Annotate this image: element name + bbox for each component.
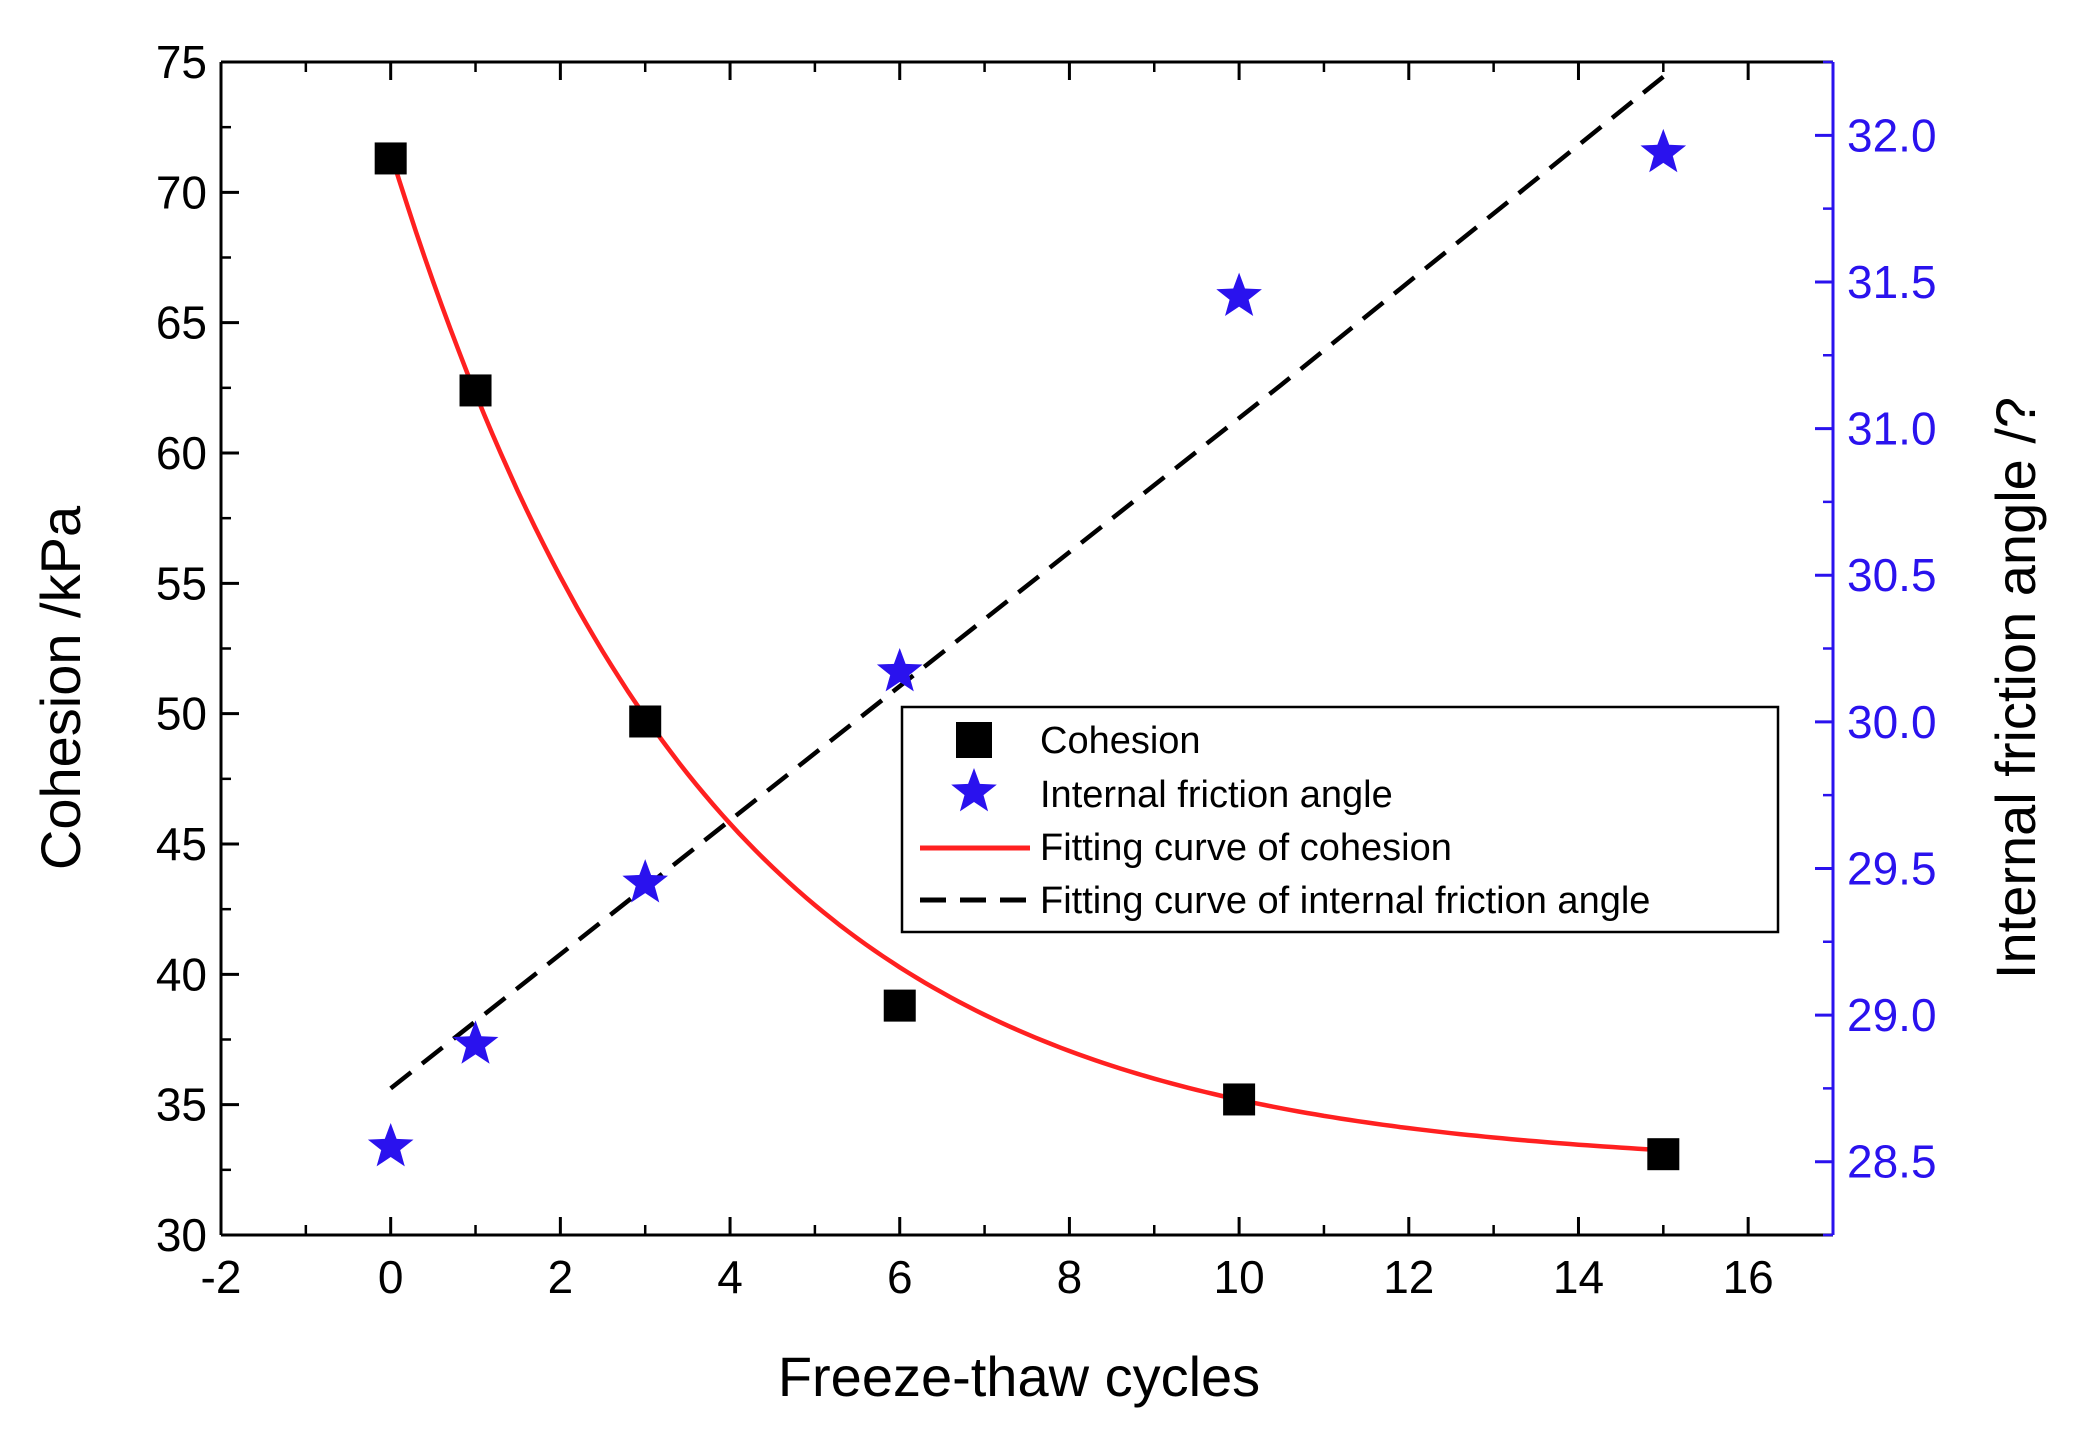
y-right-tick-label: 30.5 bbox=[1847, 549, 1937, 601]
cohesion-point bbox=[629, 705, 662, 738]
legend: Cohesion Internal friction angle Fitting… bbox=[900, 705, 1780, 934]
x-axis-title: Freeze-thaw cycles bbox=[778, 1345, 1260, 1408]
y-left-tick-label: 50 bbox=[156, 688, 207, 740]
x-tick-label: -2 bbox=[201, 1251, 242, 1303]
x-tick-label: 6 bbox=[887, 1251, 913, 1303]
cohesion-point bbox=[1647, 1138, 1680, 1171]
y-axis-left-title: Cohesion /kPa bbox=[29, 505, 92, 870]
y-left-tick-label: 65 bbox=[156, 297, 207, 349]
legend-marker-friction-angle bbox=[951, 768, 997, 812]
friction-angle-point bbox=[1640, 128, 1687, 173]
friction-angle-point bbox=[1216, 272, 1262, 316]
y-right-tick-label: 28.5 bbox=[1847, 1136, 1937, 1188]
x-tick-label: 16 bbox=[1723, 1251, 1774, 1303]
cohesion-fit-line bbox=[388, 152, 1664, 1153]
friction-angle-point bbox=[876, 648, 923, 692]
y-left-tick-label: 45 bbox=[156, 818, 207, 870]
friction-angle-point bbox=[622, 859, 668, 903]
friction-angle-point bbox=[452, 1020, 499, 1064]
data-marks bbox=[367, 74, 1687, 1171]
x-tick-label: 8 bbox=[1057, 1251, 1083, 1303]
x-tick-label: 10 bbox=[1214, 1251, 1265, 1303]
y-right-tick-label: 29.0 bbox=[1847, 989, 1937, 1041]
legend-label-cohesion: Cohesion bbox=[1040, 720, 1201, 762]
y-left-tick-label: 35 bbox=[156, 1079, 207, 1131]
y-left-tick-label: 75 bbox=[156, 36, 207, 88]
y-right-tick-label: 29.5 bbox=[1847, 842, 1937, 894]
x-tick-label: 2 bbox=[548, 1251, 574, 1303]
legend-label-friction-angle: Internal friction angle bbox=[1040, 774, 1393, 816]
x-tick-label: 12 bbox=[1383, 1251, 1434, 1303]
legend-marker-cohesion bbox=[956, 722, 992, 758]
cohesion-point bbox=[1223, 1083, 1256, 1116]
legend-label-cohesion-fit: Fitting curve of cohesion bbox=[1040, 827, 1452, 869]
y-right-tick-label: 31.0 bbox=[1847, 403, 1937, 455]
legend-box bbox=[900, 705, 1780, 934]
cohesion-point bbox=[883, 989, 916, 1022]
cohesion-point bbox=[374, 142, 407, 175]
cohesion-point bbox=[459, 374, 492, 407]
axes: -2 0 2 4 6 8 10 12 14 16 30 35 40 45 50 55 60 65 70 75 28.5 2… bbox=[156, 36, 1937, 1303]
y-left-tick-label: 55 bbox=[156, 557, 207, 609]
friction-angle-fit-line bbox=[389, 74, 1665, 1091]
x-tick-label: 0 bbox=[378, 1251, 404, 1303]
x-tick-label: 14 bbox=[1553, 1251, 1604, 1303]
y-left-tick-label: 40 bbox=[156, 948, 207, 1000]
y-left-tick-label: 60 bbox=[156, 427, 207, 479]
y-left-tick-label: 70 bbox=[156, 166, 207, 218]
y-axis-right-title: Internal friction angle /? bbox=[1984, 397, 2047, 979]
x-tick-label: 4 bbox=[717, 1251, 743, 1303]
y-right-tick-label: 30.0 bbox=[1847, 696, 1937, 748]
y-left-tick-label: 30 bbox=[156, 1209, 207, 1261]
y-right-tick-label: 32.0 bbox=[1847, 109, 1937, 161]
friction-angle-point bbox=[367, 1123, 414, 1167]
legend-label-friction-fit: Fitting curve of internal friction angle bbox=[1040, 880, 1650, 922]
y-right-tick-label: 31.5 bbox=[1847, 256, 1937, 308]
